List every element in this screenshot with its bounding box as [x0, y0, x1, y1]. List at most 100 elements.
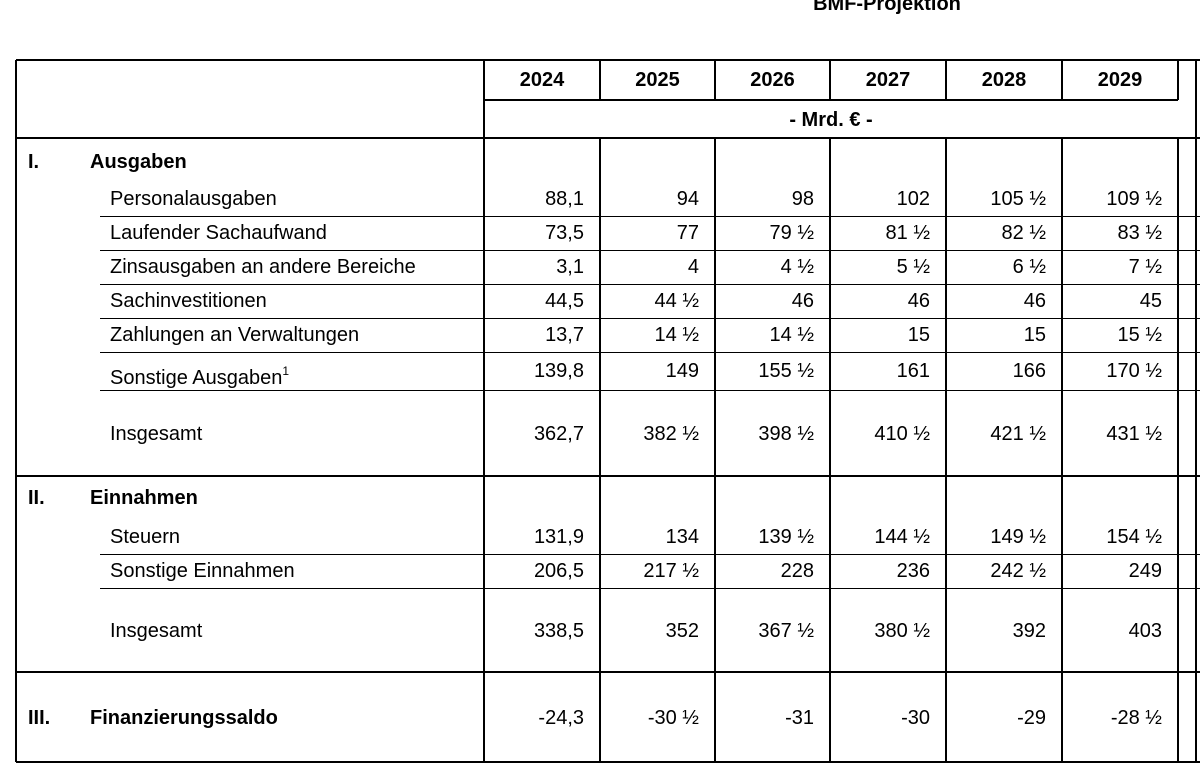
value-cell: 249: [1128, 560, 1162, 582]
value-cell: 161: [896, 360, 930, 382]
value-cell: 242 ½: [990, 560, 1046, 582]
value-cell: 7 ½: [1128, 256, 1162, 278]
table-rule: [14, 60, 18, 762]
value-cell: 149: [665, 360, 699, 382]
value-cell: 15: [907, 324, 930, 346]
row-label: Zinsausgaben an andere Bereiche: [110, 256, 416, 278]
section-title: Einnahmen: [90, 487, 198, 509]
value-cell: 352: [665, 620, 699, 642]
value-cell: 15 ½: [1117, 324, 1162, 346]
value-cell: 44,5: [545, 290, 584, 312]
table-rule: [100, 351, 1200, 353]
value-cell: 398 ½: [758, 423, 814, 445]
row-label: Zahlungen an Verwaltungen: [110, 324, 360, 346]
section-number: III.: [28, 707, 51, 729]
value-cell: 46: [907, 290, 930, 312]
value-cell: 5 ½: [896, 256, 930, 278]
value-cell: 139,8: [533, 360, 584, 382]
table-rule: [829, 138, 831, 762]
table-rule: [100, 317, 1200, 319]
value-cell: 154 ½: [1106, 526, 1162, 548]
table-rule: [16, 475, 1200, 477]
value-cell: 228: [780, 560, 814, 582]
total-label: Insgesamt: [110, 620, 203, 642]
table-rule: [714, 138, 716, 762]
value-cell: 46: [1023, 290, 1046, 312]
value-cell: 44 ½: [654, 290, 699, 312]
table-rule: [483, 60, 485, 762]
value-cell: 134: [665, 526, 699, 548]
table-rule: [100, 553, 1200, 555]
section-number: I.: [28, 151, 40, 173]
value-cell: 149 ½: [990, 526, 1046, 548]
value-cell: -28 ½: [1110, 707, 1162, 729]
value-cell: 46: [791, 290, 814, 312]
section-title: Ausgaben: [90, 151, 187, 173]
value-cell: 421 ½: [990, 423, 1046, 445]
value-cell: 338,5: [533, 620, 584, 642]
value-cell: 144 ½: [874, 526, 930, 548]
value-cell: 362,7: [533, 423, 584, 445]
unit-label: - Mrd. € -: [789, 109, 873, 131]
value-cell: 155 ½: [758, 360, 814, 382]
table-rule: [16, 670, 1200, 674]
value-cell: 382 ½: [643, 423, 699, 445]
value-cell: 131,9: [533, 526, 584, 548]
table-rule: [16, 58, 1200, 62]
total-label: Insgesamt: [110, 423, 203, 445]
table-rule: [16, 137, 1200, 139]
value-cell: 82 ½: [1001, 222, 1046, 244]
section-number: II.: [28, 487, 45, 509]
table-rule: [100, 587, 1200, 589]
row-label: Personalausgaben: [110, 188, 277, 210]
footnote-marker: 1: [282, 364, 290, 378]
value-cell: 431 ½: [1106, 423, 1162, 445]
value-cell: 139 ½: [758, 526, 814, 548]
value-cell: 4 ½: [780, 256, 814, 278]
table-rule: [1061, 138, 1063, 762]
value-cell: 98: [791, 188, 814, 210]
value-cell: 88,1: [545, 188, 584, 210]
value-cell: -30: [901, 707, 930, 729]
value-cell: -31: [785, 707, 814, 729]
value-cell: 380 ½: [874, 620, 930, 642]
value-cell: 3,1: [556, 256, 584, 278]
value-cell: 206,5: [533, 560, 584, 582]
value-cell: 14 ½: [769, 324, 814, 346]
value-cell: 13,7: [545, 324, 584, 346]
value-cell: 236: [896, 560, 930, 582]
row-label: Steuern: [110, 526, 181, 548]
projection-title: BMF-Projektion: [813, 0, 961, 15]
table-rule: [100, 215, 1200, 217]
table-rule: [1177, 60, 1179, 100]
value-cell: 217 ½: [643, 560, 699, 582]
table-rule: [829, 60, 831, 100]
value-cell: -30 ½: [647, 707, 699, 729]
table-rule: [945, 60, 947, 100]
value-cell: 83 ½: [1117, 222, 1162, 244]
year-header: 2028: [981, 69, 1027, 91]
value-cell: 170 ½: [1106, 360, 1162, 382]
value-cell: 79 ½: [769, 222, 814, 244]
value-cell: 403: [1128, 620, 1162, 642]
value-cell: 45: [1139, 290, 1162, 312]
value-cell: 77: [676, 222, 699, 244]
year-header: 2024: [519, 69, 565, 91]
value-cell: 410 ½: [874, 423, 930, 445]
value-cell: 94: [676, 188, 699, 210]
value-cell: -24,3: [538, 707, 584, 729]
table-rule: [1061, 60, 1063, 100]
section-title: Finanzierungssaldo: [90, 707, 278, 729]
table-rule: [714, 60, 716, 100]
table-rule: [599, 60, 601, 100]
table-rule: [16, 760, 1200, 764]
value-cell: 102: [896, 188, 930, 210]
year-header: 2029: [1097, 69, 1143, 91]
table-rule: [100, 389, 1200, 391]
table-rule: [100, 283, 1200, 285]
value-cell: 166: [1012, 360, 1046, 382]
value-cell: 4: [687, 256, 699, 278]
value-cell: -29: [1017, 707, 1046, 729]
value-cell: 81 ½: [885, 222, 930, 244]
